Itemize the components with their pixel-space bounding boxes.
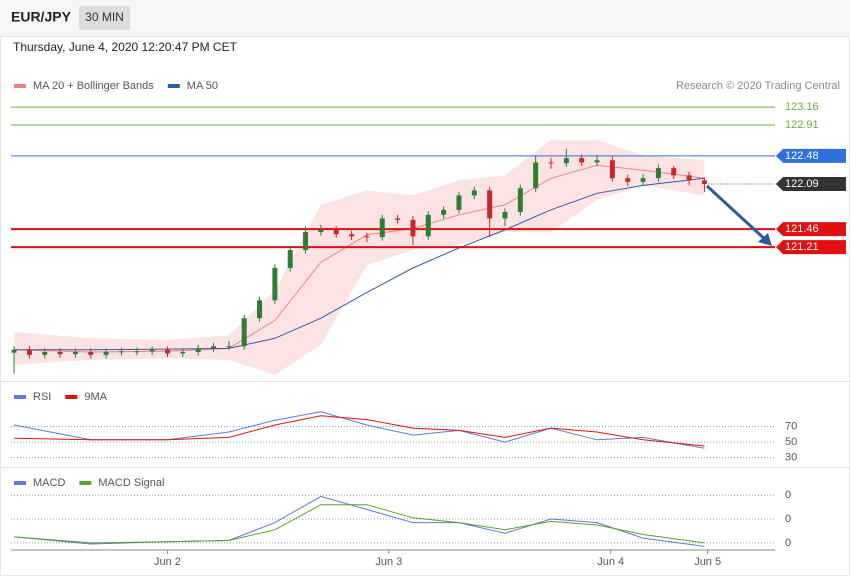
y-tick-label: 0 [785, 537, 791, 549]
candle-body [701, 180, 707, 184]
candle-body [471, 190, 477, 196]
level-label: 123.16 [785, 101, 819, 113]
candle-body [625, 178, 631, 182]
y-tick-label: 0 [785, 513, 791, 525]
candle-body [42, 351, 48, 355]
legend-swatch [167, 84, 180, 88]
candle-body [655, 168, 661, 179]
candle-body [103, 351, 109, 355]
candle-body [333, 229, 339, 235]
indicator-line [14, 415, 705, 447]
candle-body [318, 229, 324, 233]
level-label: 121.21 [785, 241, 819, 253]
level-label: 122.09 [785, 178, 819, 190]
interval: 30 MIN [85, 10, 124, 24]
candle-body [395, 218, 401, 220]
candle-body [195, 348, 201, 352]
legend-swatch [14, 481, 26, 485]
candle-body [379, 218, 385, 238]
candle-body [134, 351, 140, 353]
candle-body [349, 234, 355, 237]
legend-swatch [14, 84, 26, 88]
candle-body [533, 162, 539, 189]
candle-body [640, 178, 646, 182]
x-tick-label: Jun 4 [597, 556, 624, 568]
candle-body [686, 175, 692, 181]
bollinger-band [14, 140, 705, 375]
forecast-arrow [705, 184, 770, 244]
symbol: EUR/JPY [11, 9, 72, 25]
candle-body [118, 351, 124, 353]
candle-body [211, 346, 217, 349]
y-tick-label: 50 [785, 436, 797, 448]
legend-label: RSI [33, 391, 51, 403]
candle-body [287, 250, 293, 268]
level-label-box [776, 176, 846, 191]
indicator-line [14, 504, 705, 544]
legend-label: MACD [33, 477, 65, 489]
candle-body [180, 351, 186, 354]
candle-body [364, 236, 370, 238]
candle-body [149, 349, 155, 352]
candle-body [671, 168, 677, 176]
plot-layer: 123.16 122.91 122.48 122.09 121.46 121.21 MA 2… [11, 80, 846, 568]
forecast-arrowhead [758, 233, 772, 246]
candle-body [456, 195, 462, 210]
candle-body [487, 190, 493, 219]
legend-swatch [65, 395, 78, 399]
candle-body [226, 346, 232, 348]
legend-label: 9MA [84, 391, 107, 403]
level-label-box [776, 240, 846, 255]
candle-body [609, 160, 615, 179]
candle-body [563, 158, 569, 164]
candle-body [410, 219, 416, 237]
y-tick-label: 30 [785, 452, 797, 464]
indicator-line [14, 411, 705, 449]
candle-body [257, 300, 263, 319]
candle-body [579, 158, 585, 163]
moving-average [14, 164, 705, 353]
moving-average [14, 177, 705, 351]
x-tick-label: Jun 2 [154, 556, 181, 568]
header-bar [0, 0, 850, 36]
candle-body [594, 160, 600, 163]
x-tick-label: Jun 3 [375, 556, 402, 568]
candle-body [11, 349, 17, 353]
level-label-box [776, 148, 846, 163]
candle-body [548, 162, 554, 164]
datetime: Thursday, June 4, 2020 12:20:47 PM CET [13, 40, 238, 54]
candle-body [72, 351, 78, 355]
candle-body [57, 351, 63, 355]
candle-body [272, 267, 278, 301]
level-label: 122.91 [785, 119, 819, 131]
frame [0, 36, 850, 576]
copyright: Research © 2020 Trading Central [676, 80, 840, 92]
candle-body [441, 209, 447, 215]
level-label: 122.48 [785, 150, 819, 162]
legend-label: MACD Signal [98, 477, 164, 489]
level-label: 121.46 [785, 223, 819, 235]
legend-swatch [79, 481, 92, 485]
candle-body [517, 188, 523, 212]
x-tick-label: Jun 5 [694, 556, 721, 568]
indicator-line [14, 495, 705, 547]
candle-body [241, 318, 247, 347]
legend-label: MA 20 + Bollinger Bands [33, 80, 154, 92]
candle-body [164, 349, 170, 354]
candle-body [303, 232, 309, 251]
legend-swatch [14, 395, 26, 399]
y-tick-label: 0 [785, 489, 791, 501]
candle-body [502, 211, 508, 219]
candle-body [425, 214, 431, 237]
candle-body [88, 351, 94, 355]
candle-body [26, 349, 32, 355]
level-label-box [776, 222, 846, 237]
interval-box [79, 6, 130, 30]
legend-label: MA 50 [187, 80, 218, 92]
y-tick-label: 70 [785, 420, 797, 432]
